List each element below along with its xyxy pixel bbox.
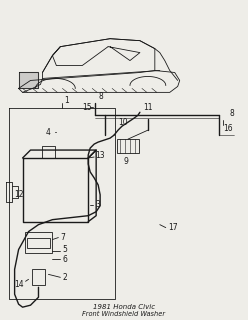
Text: 1981 Honda Civic: 1981 Honda Civic: [93, 304, 155, 310]
Text: 14: 14: [15, 280, 24, 289]
Bar: [25, 232, 52, 253]
Text: 4: 4: [45, 128, 50, 137]
Text: 7: 7: [60, 233, 65, 242]
Text: 11: 11: [143, 103, 153, 112]
Text: 8: 8: [98, 92, 103, 101]
Text: 2: 2: [62, 273, 67, 282]
Text: 12: 12: [15, 190, 24, 199]
Text: 8: 8: [229, 109, 234, 118]
Text: Front Windshield Washer: Front Windshield Washer: [82, 311, 166, 317]
Text: 13: 13: [95, 150, 105, 160]
Bar: [31, 269, 45, 285]
Text: 16: 16: [223, 124, 233, 133]
Text: 1: 1: [64, 96, 69, 105]
Bar: [117, 139, 139, 153]
Text: 3: 3: [95, 200, 100, 209]
Text: 6: 6: [62, 255, 67, 264]
Text: 10: 10: [118, 118, 128, 127]
Text: 15: 15: [83, 103, 92, 112]
Circle shape: [134, 124, 142, 132]
Bar: [19, 73, 38, 88]
Bar: [27, 237, 50, 247]
Text: 5: 5: [62, 245, 67, 254]
Text: 9: 9: [124, 157, 128, 166]
Text: 17: 17: [168, 223, 177, 232]
Circle shape: [144, 111, 152, 119]
